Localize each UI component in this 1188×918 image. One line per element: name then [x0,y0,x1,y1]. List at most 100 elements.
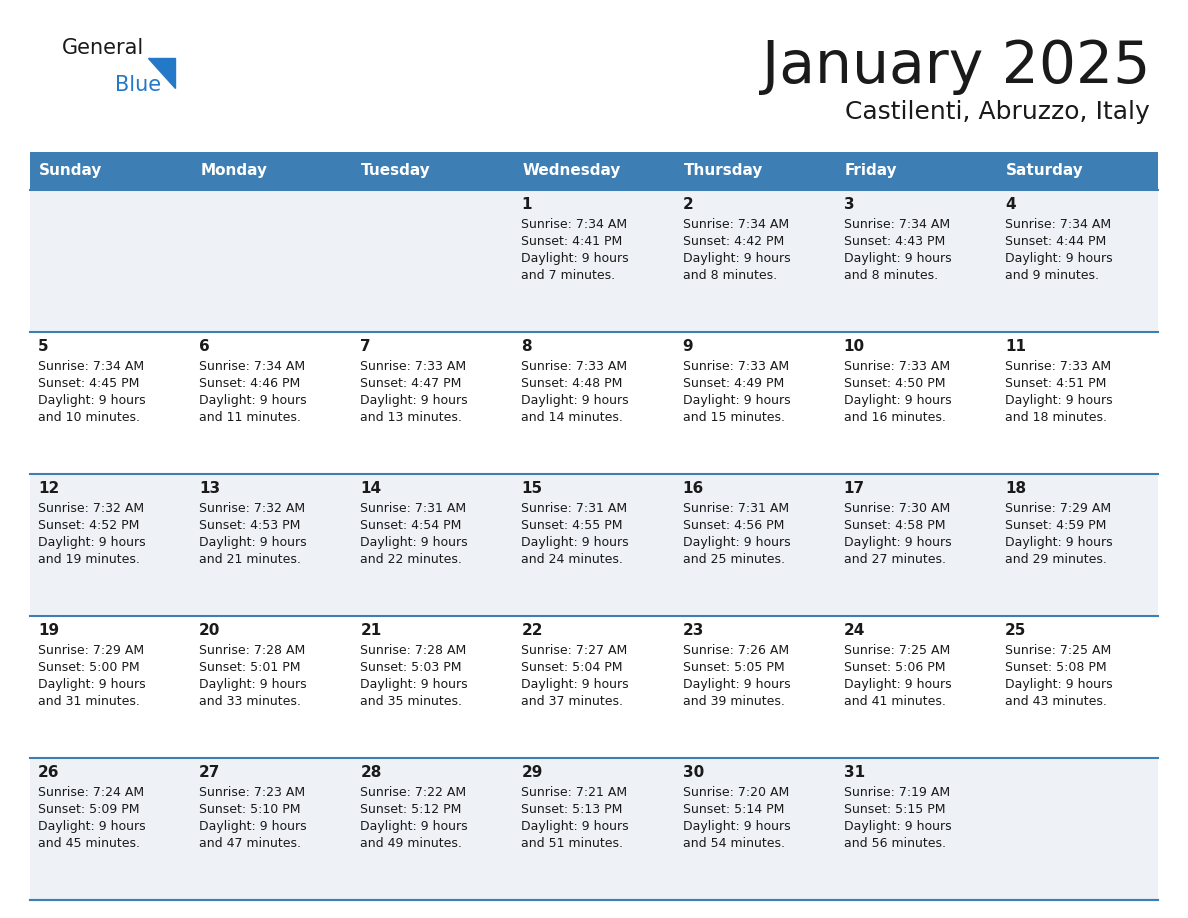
Bar [191,152,353,190]
Bar [353,190,513,332]
Text: and 29 minutes.: and 29 minutes. [1005,553,1107,566]
Bar [675,332,835,474]
Text: and 18 minutes.: and 18 minutes. [1005,411,1107,424]
Text: 15: 15 [522,481,543,496]
Text: Sunrise: 7:33 AM: Sunrise: 7:33 AM [843,360,950,373]
Text: 28: 28 [360,765,381,780]
Bar [30,332,191,474]
Text: Monday: Monday [200,163,267,178]
Text: Sunset: 4:46 PM: Sunset: 4:46 PM [200,377,301,390]
Text: Sunrise: 7:29 AM: Sunrise: 7:29 AM [1005,502,1111,515]
Text: and 31 minutes.: and 31 minutes. [38,695,140,708]
Text: Daylight: 9 hours: Daylight: 9 hours [683,820,790,833]
Text: General: General [62,38,144,58]
Text: Daylight: 9 hours: Daylight: 9 hours [360,536,468,549]
Bar [353,758,513,900]
Text: and 27 minutes.: and 27 minutes. [843,553,946,566]
Text: and 56 minutes.: and 56 minutes. [843,837,946,850]
Bar [835,616,997,758]
Text: 27: 27 [200,765,221,780]
Text: Sunrise: 7:32 AM: Sunrise: 7:32 AM [200,502,305,515]
Text: Sunrise: 7:30 AM: Sunrise: 7:30 AM [843,502,950,515]
Text: Blue: Blue [115,75,162,95]
Text: and 49 minutes.: and 49 minutes. [360,837,462,850]
Bar [191,758,353,900]
Bar [675,474,835,616]
Text: and 14 minutes.: and 14 minutes. [522,411,624,424]
Text: and 10 minutes.: and 10 minutes. [38,411,140,424]
Text: Daylight: 9 hours: Daylight: 9 hours [522,678,630,691]
Text: Sunset: 5:03 PM: Sunset: 5:03 PM [360,661,462,674]
Text: and 35 minutes.: and 35 minutes. [360,695,462,708]
Text: Sunset: 4:51 PM: Sunset: 4:51 PM [1005,377,1106,390]
Text: and 7 minutes.: and 7 minutes. [522,269,615,282]
Text: Sunrise: 7:34 AM: Sunrise: 7:34 AM [843,218,950,231]
Bar [997,758,1158,900]
Text: 16: 16 [683,481,703,496]
Text: Sunrise: 7:33 AM: Sunrise: 7:33 AM [522,360,627,373]
Text: and 25 minutes.: and 25 minutes. [683,553,784,566]
Text: Sunset: 5:15 PM: Sunset: 5:15 PM [843,803,946,816]
Bar [513,152,675,190]
Text: Daylight: 9 hours: Daylight: 9 hours [38,678,146,691]
Text: 8: 8 [522,339,532,354]
Text: Sunset: 4:58 PM: Sunset: 4:58 PM [843,519,946,532]
Text: Sunrise: 7:27 AM: Sunrise: 7:27 AM [522,644,627,657]
Text: and 33 minutes.: and 33 minutes. [200,695,301,708]
Polygon shape [148,58,175,88]
Text: Daylight: 9 hours: Daylight: 9 hours [683,678,790,691]
Text: Daylight: 9 hours: Daylight: 9 hours [38,394,146,407]
Bar [513,474,675,616]
Text: Daylight: 9 hours: Daylight: 9 hours [200,394,307,407]
Bar [997,152,1158,190]
Text: January 2025: January 2025 [762,38,1150,95]
Text: Sunset: 4:53 PM: Sunset: 4:53 PM [200,519,301,532]
Text: 18: 18 [1005,481,1026,496]
Text: Sunset: 5:00 PM: Sunset: 5:00 PM [38,661,140,674]
Text: and 51 minutes.: and 51 minutes. [522,837,624,850]
Text: Sunrise: 7:22 AM: Sunrise: 7:22 AM [360,786,467,799]
Text: Sunrise: 7:25 AM: Sunrise: 7:25 AM [1005,644,1111,657]
Text: Sunset: 5:06 PM: Sunset: 5:06 PM [843,661,946,674]
Text: 24: 24 [843,623,865,638]
Text: Daylight: 9 hours: Daylight: 9 hours [38,536,146,549]
Bar [513,616,675,758]
Text: Sunset: 5:10 PM: Sunset: 5:10 PM [200,803,301,816]
Text: 5: 5 [38,339,49,354]
Text: 25: 25 [1005,623,1026,638]
Text: 14: 14 [360,481,381,496]
Text: Sunset: 4:54 PM: Sunset: 4:54 PM [360,519,462,532]
Bar [835,152,997,190]
Text: Sunrise: 7:31 AM: Sunrise: 7:31 AM [683,502,789,515]
Text: Sunday: Sunday [39,163,102,178]
Text: 10: 10 [843,339,865,354]
Text: and 8 minutes.: and 8 minutes. [683,269,777,282]
Text: 17: 17 [843,481,865,496]
Text: 1: 1 [522,197,532,212]
Text: Daylight: 9 hours: Daylight: 9 hours [522,536,630,549]
Text: Sunset: 5:09 PM: Sunset: 5:09 PM [38,803,139,816]
Text: Wednesday: Wednesday [523,163,621,178]
Text: Sunset: 4:56 PM: Sunset: 4:56 PM [683,519,784,532]
Text: Sunset: 4:41 PM: Sunset: 4:41 PM [522,235,623,248]
Text: and 43 minutes.: and 43 minutes. [1005,695,1107,708]
Text: Sunrise: 7:26 AM: Sunrise: 7:26 AM [683,644,789,657]
Text: and 24 minutes.: and 24 minutes. [522,553,624,566]
Bar [513,190,675,332]
Bar [353,332,513,474]
Text: and 8 minutes.: and 8 minutes. [843,269,937,282]
Bar [191,190,353,332]
Text: Sunset: 5:08 PM: Sunset: 5:08 PM [1005,661,1106,674]
Text: Sunset: 5:05 PM: Sunset: 5:05 PM [683,661,784,674]
Text: Daylight: 9 hours: Daylight: 9 hours [360,394,468,407]
Text: 22: 22 [522,623,543,638]
Bar [835,474,997,616]
Text: Tuesday: Tuesday [361,163,431,178]
Text: Daylight: 9 hours: Daylight: 9 hours [1005,252,1112,265]
Text: Daylight: 9 hours: Daylight: 9 hours [1005,394,1112,407]
Text: and 45 minutes.: and 45 minutes. [38,837,140,850]
Text: Sunrise: 7:34 AM: Sunrise: 7:34 AM [522,218,627,231]
Text: and 13 minutes.: and 13 minutes. [360,411,462,424]
Text: Daylight: 9 hours: Daylight: 9 hours [843,394,952,407]
Bar [353,152,513,190]
